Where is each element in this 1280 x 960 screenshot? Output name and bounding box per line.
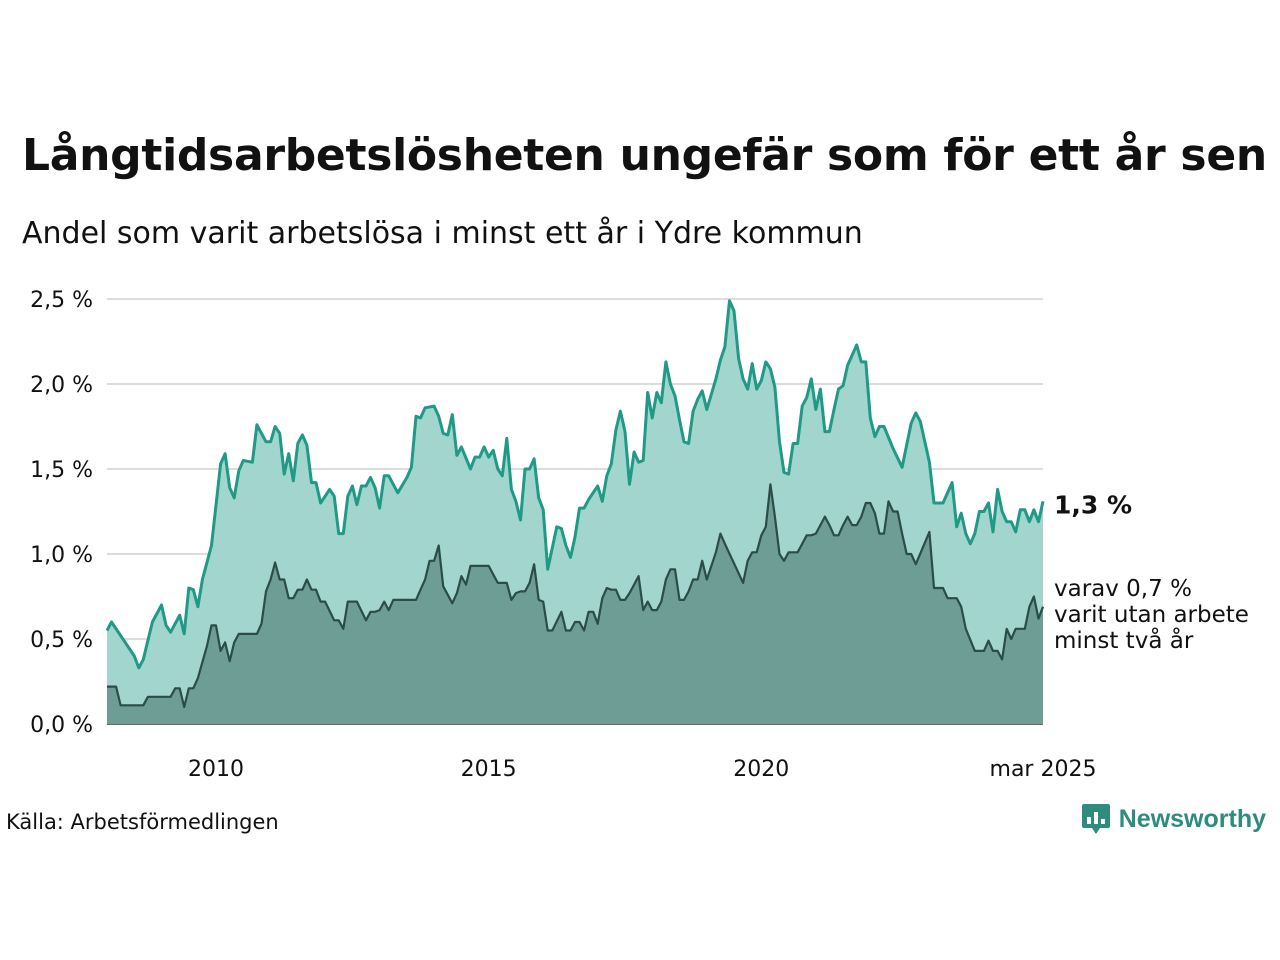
brand-name: Newsworthy <box>1118 804 1266 833</box>
y-tick-label: 0,0 % <box>30 713 93 738</box>
y-tick-label: 2,0 % <box>30 373 93 398</box>
bar-chart-speech-bubble-icon <box>1081 804 1110 834</box>
y-tick-label: 1,5 % <box>30 458 93 483</box>
chart-subtitle: Andel som varit arbetslösa i minst ett å… <box>22 216 863 251</box>
end-label-total: 1,3 % <box>1054 490 1132 519</box>
series-area-minst_tva_ar <box>107 484 1043 724</box>
y-tick-label: 2,5 % <box>30 288 93 313</box>
series-line-minst_tva_ar <box>107 483 1045 709</box>
chart-title: Långtidsarbetslösheten ungefär som för e… <box>22 130 1267 181</box>
end-label-long-term-line: varit utan arbete <box>1054 602 1249 628</box>
x-tick-label: 2015 <box>461 757 517 782</box>
series-lines <box>105 299 1045 709</box>
x-tick-label: 2010 <box>188 757 244 782</box>
end-label-long-term-line: varav 0,7 % <box>1054 576 1192 602</box>
source-note: Källa: Arbetsförmedlingen <box>6 810 279 834</box>
brand-logo[interactable]: Newsworthy <box>1081 802 1266 836</box>
x-tick-label: 2020 <box>733 757 789 782</box>
end-label-long-term-line: minst två år <box>1054 626 1194 654</box>
y-tick-label: 1,0 % <box>30 543 93 568</box>
area-chart: 0,0 % 0,5 % 1,0 % 1,5 % 2,0 % 2,5 % 2010 2015 20… <box>30 288 1249 782</box>
x-tick-label: mar 2025 <box>990 757 1097 782</box>
series-line-minst_ett_ar <box>105 299 1045 670</box>
y-tick-label: 0,5 % <box>30 628 93 653</box>
axis-labels: 0,0 % 0,5 % 1,0 % 1,5 % 2,0 % 2,5 % 2010 2015 20… <box>30 288 1096 782</box>
series-areas <box>107 300 1043 724</box>
